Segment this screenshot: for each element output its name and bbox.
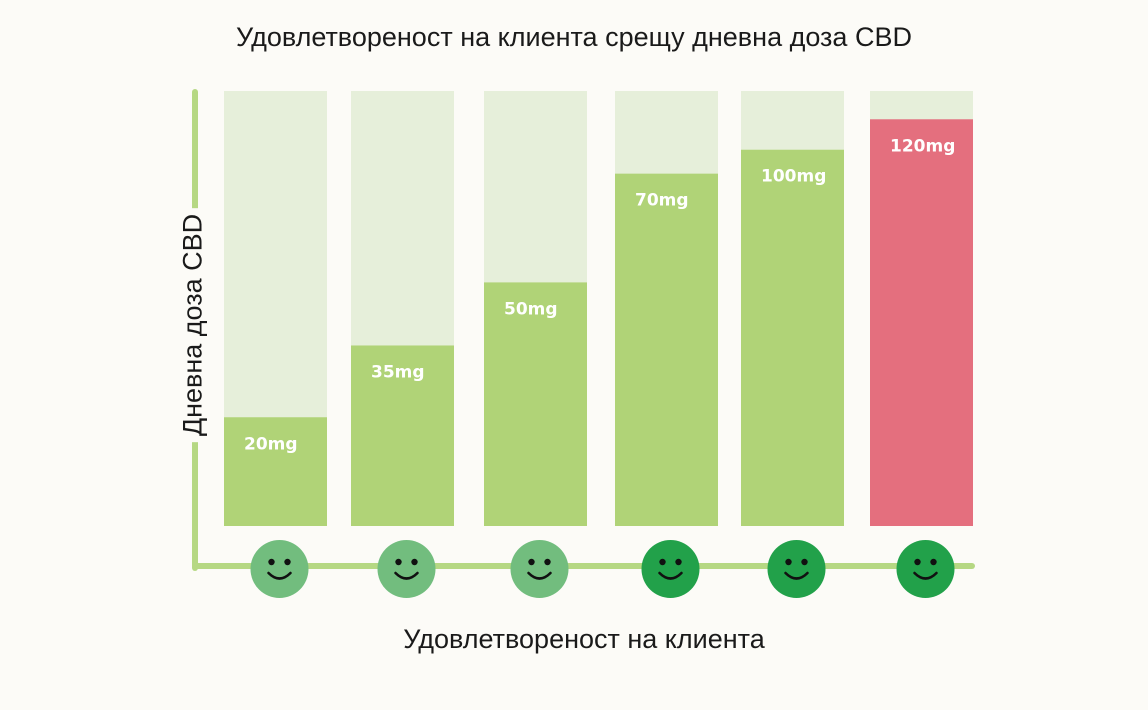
chart-title: Удовлетвореност на клиента срещу дневна … bbox=[236, 22, 912, 52]
y-axis-label: Дневна доза CBD bbox=[177, 207, 209, 443]
smiley-face-icon bbox=[377, 540, 436, 598]
smiley-face-icon bbox=[767, 540, 826, 598]
bar bbox=[741, 149, 844, 526]
bar-data-label: 35mg bbox=[371, 362, 425, 382]
smiley-face-icon bbox=[641, 540, 700, 598]
bar bbox=[224, 417, 327, 526]
bar-data-label: 100mg bbox=[761, 167, 826, 187]
bar-data-label: 120mg bbox=[890, 136, 955, 156]
bar bbox=[351, 345, 454, 526]
smiley-face-icon bbox=[510, 540, 569, 598]
x-axis-label: Удовлетвореност на клиента bbox=[403, 624, 765, 654]
bar bbox=[615, 173, 718, 526]
smiley-face-icon bbox=[896, 540, 955, 598]
bar-data-label: 20mg bbox=[244, 434, 298, 454]
bar bbox=[484, 282, 587, 526]
bar-data-label: 50mg bbox=[504, 299, 558, 319]
bar-data-label: 70mg bbox=[635, 191, 689, 211]
bar bbox=[870, 119, 973, 527]
smiley-face-icon bbox=[250, 540, 309, 598]
